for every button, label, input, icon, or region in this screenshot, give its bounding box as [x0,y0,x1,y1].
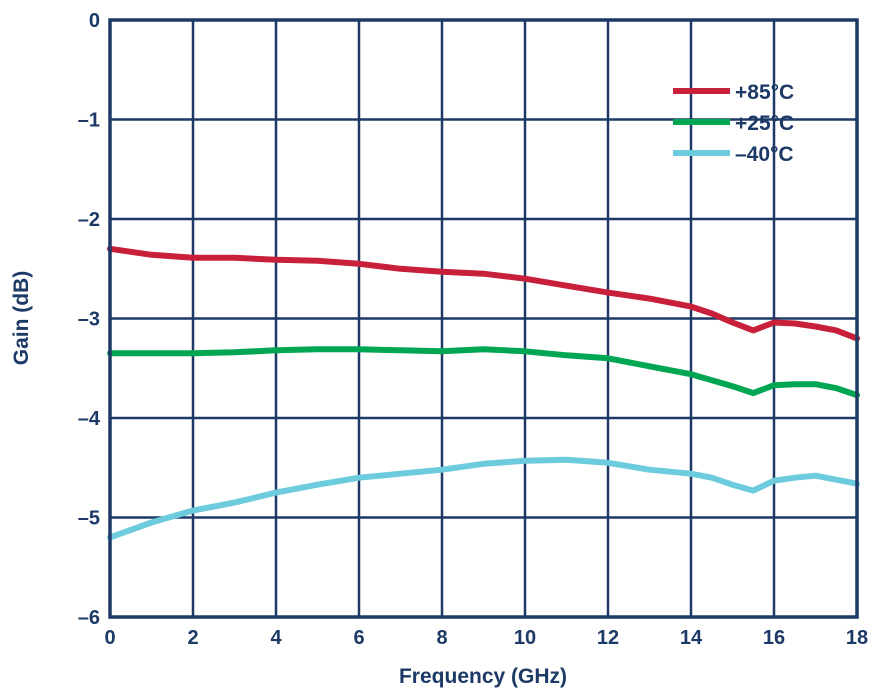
plot-frame [108,18,859,619]
x-tick-label: 18 [846,627,868,649]
x-tick-label: 0 [104,627,115,649]
x-tick-label: 14 [680,627,703,649]
x-tick-label: 4 [270,627,282,649]
tick-labels: 0 2 4 6 8 10 12 14 16 18 0 –1 –2 –3 –4 –5 –6 [78,10,868,649]
x-tick-label: 2 [187,627,198,649]
series-line-0 [107,245,860,342]
plot-border [108,18,859,619]
y-tick-label: –4 [78,408,101,430]
x-tick-label: 8 [436,627,447,649]
y-tick-label: –2 [78,209,100,231]
grid [108,18,859,619]
y-tick-label: 0 [89,10,100,32]
y-tick-label: –3 [78,309,100,331]
legend-label: –40°C [735,143,794,166]
y-tick-label: –5 [78,508,100,530]
legend-label: +25°C [735,112,794,135]
y-tick-label: –1 [78,110,100,132]
series-group [107,245,860,541]
y-axis-label: Gain (dB) [10,271,33,366]
series-line-1 [107,346,860,399]
legend-label: +85°C [735,81,794,104]
series-line-2 [107,456,860,541]
x-tick-label: 10 [514,627,536,649]
x-tick-label: 16 [763,627,785,649]
y-tick-label: –6 [78,607,100,629]
x-axis-label: Frequency (GHz) [399,665,567,688]
x-tick-label: 12 [597,627,619,649]
x-tick-label: 6 [353,627,364,649]
legend: +85°C +25°C –40°C [673,81,794,166]
